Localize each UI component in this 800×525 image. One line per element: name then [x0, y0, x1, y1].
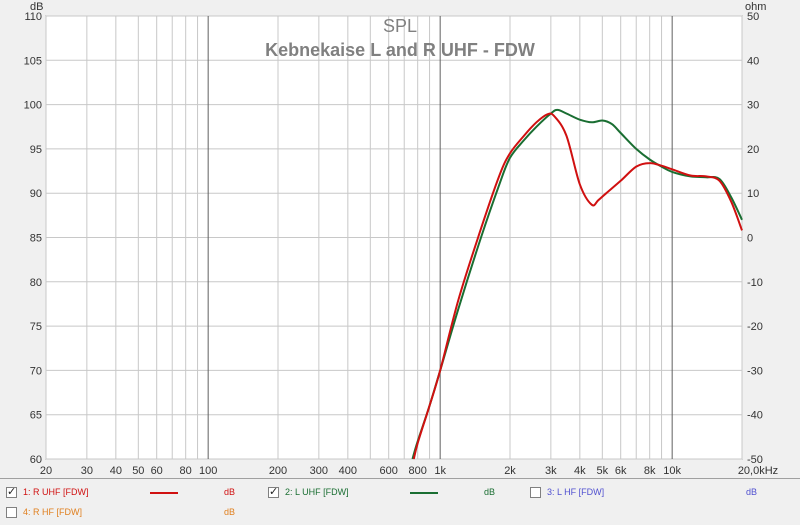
y-tick-label: 95 — [30, 144, 42, 156]
y-axis-unit-left: dB — [30, 1, 43, 13]
chart-subtitle: Kebnekaise L and R UHF - FDW — [265, 40, 535, 60]
legend: 1: R UHF [FDW] dB 2: L UHF [FDW] dB 3: L… — [0, 478, 800, 525]
x-tick-label: 300 — [310, 465, 328, 477]
x-tick-label: 400 — [339, 465, 357, 477]
x-tick-label: 10k — [663, 465, 681, 477]
x-tick-label: 2k — [504, 465, 516, 477]
legend-label-l-uhf: 2: L UHF [FDW] — [285, 487, 349, 497]
x-tick-label: 8k — [644, 465, 656, 477]
grid-major — [207, 16, 673, 459]
legend-unit-l-uhf: dB — [484, 487, 496, 497]
legend-swatch-l-uhf — [410, 492, 438, 494]
checkbox-r-hf[interactable] — [6, 506, 17, 518]
x-tick-label: 20,0kHz — [738, 465, 778, 477]
legend-unit-r-hf: dB — [224, 507, 236, 517]
legend-item-r-hf[interactable]: 4: R HF [FDW] — [6, 503, 82, 521]
y-tick-label: 85 — [30, 233, 42, 245]
x-tick-label: 4k — [574, 465, 586, 477]
y-axis-right: 50 40 30 20 10 0 -10 -20 -30 -40 -50 — [747, 11, 763, 466]
x-tick-label: 200 — [269, 465, 287, 477]
legend-label-r-uhf: 1: R UHF [FDW] — [23, 487, 89, 497]
series-layer — [411, 108, 743, 460]
y-tick-label: 75 — [30, 321, 42, 333]
x-tick-label: 800 — [408, 465, 426, 477]
chart-title: SPL — [383, 16, 417, 36]
series-line-r-uhf — [412, 112, 743, 460]
x-tick-label: 50 — [132, 465, 144, 477]
legend-label-l-hf: 3: L HF [FDW] — [547, 487, 605, 497]
y2-tick-label: -30 — [747, 365, 763, 377]
y-axis-left: 110 105 100 95 90 85 80 75 70 65 60 — [24, 11, 42, 466]
y2-tick-label: -20 — [747, 321, 763, 333]
legend-unit-r-uhf: dB — [224, 487, 236, 497]
y2-tick-label: 50 — [747, 11, 759, 23]
y2-tick-label: -10 — [747, 277, 763, 289]
x-axis: 20 30 40 50 60 80 100 200 300 400 600 800 1k 2k 3k 4k 5k… — [40, 465, 778, 477]
y2-tick-label: 30 — [747, 100, 759, 112]
y-tick-label: 80 — [30, 277, 42, 289]
legend-label-r-hf: 4: R HF [FDW] — [23, 507, 82, 517]
y-tick-label: 70 — [30, 365, 42, 377]
legend-swatch-r-uhf — [150, 492, 178, 494]
checkbox-l-hf[interactable] — [530, 486, 541, 498]
legend-item-l-uhf[interactable]: 2: L UHF [FDW] — [268, 483, 349, 501]
x-tick-label: 80 — [180, 465, 192, 477]
y2-tick-label: 0 — [747, 233, 753, 245]
y2-tick-label: 20 — [747, 144, 759, 156]
y-tick-label: 105 — [24, 55, 42, 67]
checkbox-r-uhf[interactable] — [6, 485, 17, 498]
y2-tick-label: 40 — [747, 55, 759, 67]
x-tick-label: 1k — [434, 465, 446, 477]
x-tick-label: 5k — [597, 465, 609, 477]
x-tick-label: 6k — [615, 465, 627, 477]
y-axis-unit-right: ohm — [745, 1, 766, 13]
y-tick-label: 60 — [30, 454, 42, 466]
x-tick-label: 20 — [40, 465, 52, 477]
legend-unit-l-hf: dB — [746, 487, 758, 497]
y-tick-label: 65 — [30, 410, 42, 422]
x-tick-label: 600 — [380, 465, 398, 477]
series-line-l-uhf — [411, 108, 743, 460]
x-tick-label: 40 — [110, 465, 122, 477]
legend-item-r-uhf[interactable]: 1: R UHF [FDW] — [6, 483, 89, 501]
legend-item-l-hf[interactable]: 3: L HF [FDW] — [530, 483, 604, 501]
spl-chart: 110 105 100 95 90 85 80 75 70 65 60 50 40 30 20 10 0 -10… — [23, 1, 779, 477]
y2-tick-label: 10 — [747, 188, 759, 200]
y-tick-label: 110 — [24, 11, 42, 23]
x-tick-label: 100 — [199, 465, 217, 477]
x-tick-label: 60 — [151, 465, 163, 477]
x-tick-label: 30 — [81, 465, 93, 477]
y2-tick-label: -50 — [747, 454, 763, 466]
y-tick-label: 90 — [30, 188, 42, 200]
grid-minor — [45, 15, 743, 460]
y2-tick-label: -40 — [747, 410, 763, 422]
x-tick-label: 3k — [545, 465, 557, 477]
y-tick-label: 100 — [24, 100, 42, 112]
checkbox-l-uhf[interactable] — [268, 485, 279, 498]
